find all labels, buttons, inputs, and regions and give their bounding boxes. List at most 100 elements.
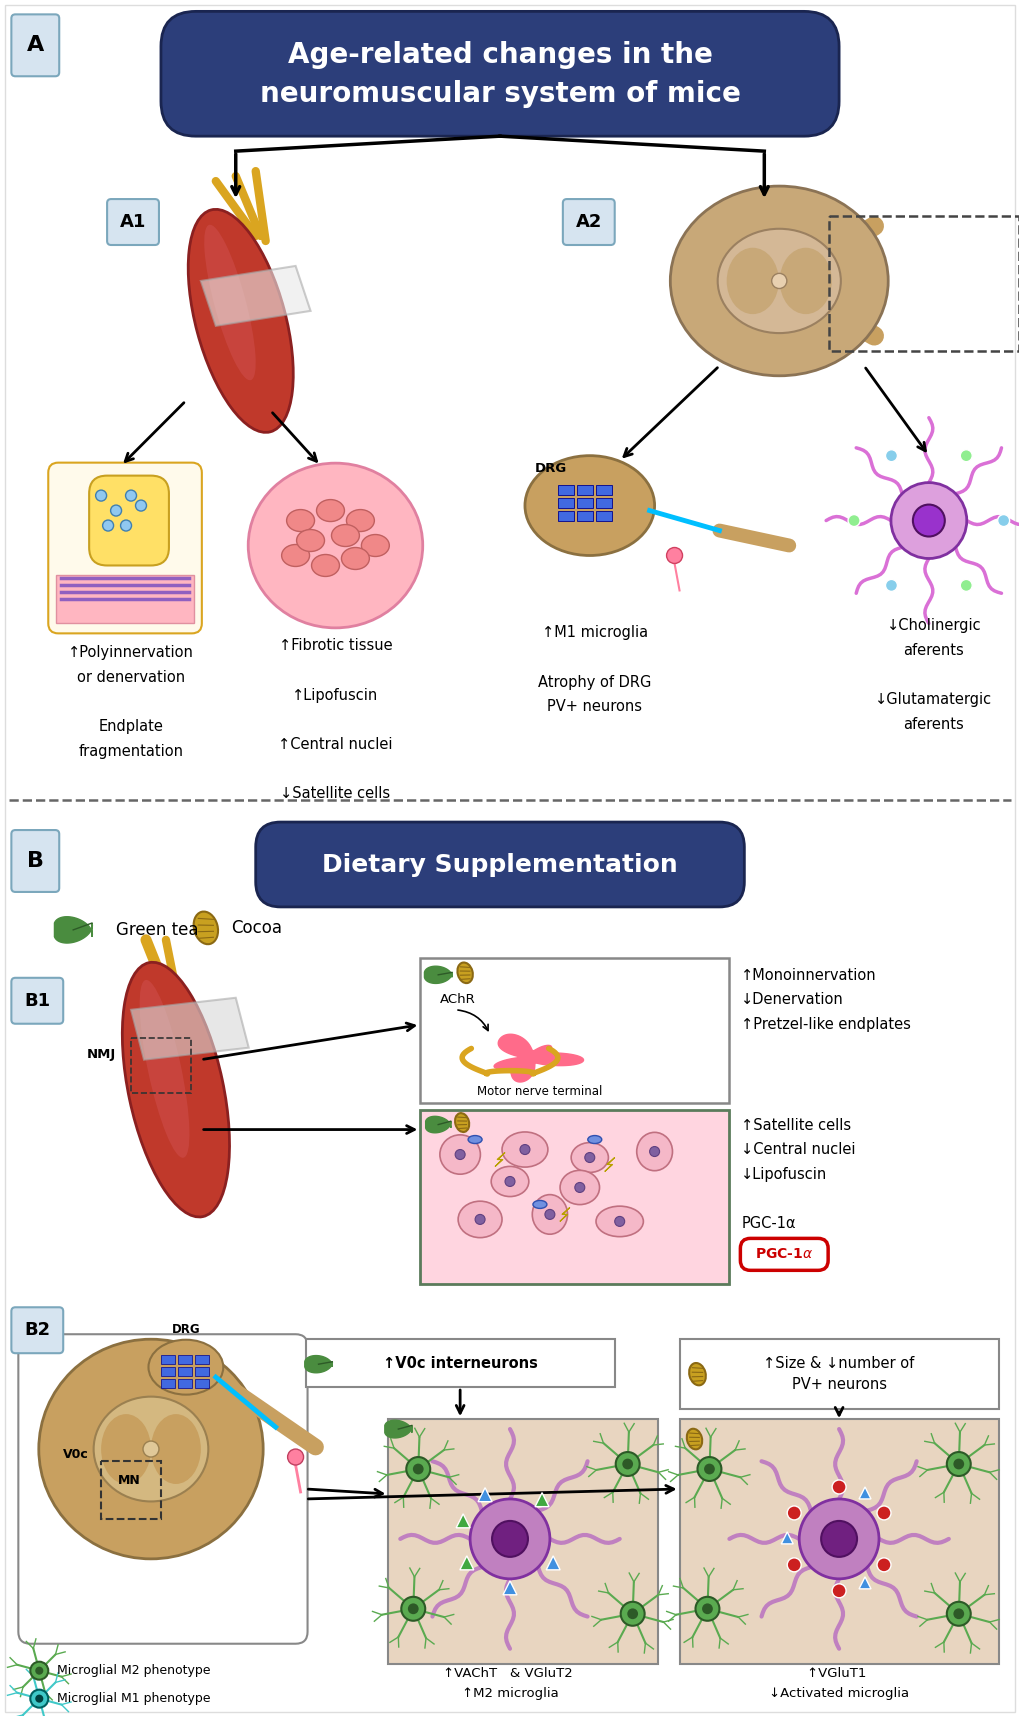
Text: B1: B1 [24, 992, 50, 1010]
Ellipse shape [297, 529, 324, 551]
Ellipse shape [248, 464, 422, 628]
Text: ↑VGluT1 
↓Activated microglia: ↑VGluT1 ↓Activated microglia [768, 1667, 908, 1700]
FancyBboxPatch shape [256, 822, 744, 907]
Circle shape [847, 515, 859, 527]
Bar [195, 1379, 209, 1387]
FancyBboxPatch shape [562, 199, 614, 246]
Polygon shape [424, 967, 451, 984]
Circle shape [703, 1463, 714, 1475]
Text: ↑V0c interneurons: ↑V0c interneurons [382, 1356, 537, 1370]
Bar [577, 484, 592, 494]
Polygon shape [535, 1492, 548, 1506]
Circle shape [771, 273, 786, 288]
Bar [420, 958, 729, 1102]
Bar [595, 484, 611, 494]
Circle shape [408, 1604, 418, 1614]
Polygon shape [460, 1556, 474, 1569]
Ellipse shape [39, 1339, 263, 1559]
Circle shape [614, 1216, 624, 1226]
Circle shape [876, 1557, 891, 1571]
Ellipse shape [94, 1396, 208, 1501]
Ellipse shape [587, 1135, 601, 1144]
Ellipse shape [341, 548, 369, 570]
Circle shape [520, 1145, 530, 1154]
Circle shape [959, 579, 971, 591]
Circle shape [622, 1459, 633, 1470]
Text: A1: A1 [119, 213, 146, 232]
Polygon shape [54, 917, 93, 943]
Bar [557, 498, 574, 508]
Bar [557, 484, 574, 494]
Circle shape [36, 1695, 43, 1703]
Circle shape [96, 489, 107, 501]
Polygon shape [494, 1152, 504, 1166]
Circle shape [31, 1662, 48, 1679]
Text: DRG: DRG [171, 1322, 200, 1336]
Ellipse shape [331, 524, 359, 546]
Ellipse shape [281, 544, 309, 567]
Text: A: A [26, 36, 44, 55]
Polygon shape [201, 266, 310, 326]
Circle shape [544, 1209, 554, 1219]
Bar [161, 1379, 174, 1387]
Text: V0c: V0c [63, 1447, 89, 1461]
Polygon shape [478, 1487, 491, 1502]
Circle shape [832, 1583, 845, 1599]
Bar [177, 1367, 192, 1375]
Circle shape [787, 1557, 800, 1571]
Ellipse shape [571, 1142, 607, 1173]
Circle shape [959, 450, 971, 462]
Ellipse shape [468, 1135, 482, 1144]
Ellipse shape [595, 1205, 643, 1236]
FancyBboxPatch shape [11, 14, 59, 76]
Circle shape [36, 1667, 43, 1674]
Bar [177, 1355, 192, 1365]
Circle shape [799, 1499, 878, 1580]
Circle shape [912, 505, 944, 536]
Circle shape [103, 520, 113, 531]
Circle shape [287, 1449, 304, 1465]
Ellipse shape [140, 980, 190, 1157]
Text: Microglial M1 phenotype: Microglial M1 phenotype [57, 1693, 211, 1705]
Ellipse shape [779, 247, 832, 314]
Text: ↑VAChT   & VGluT2 
↑M2 microglia: ↑VAChT & VGluT2 ↑M2 microglia [442, 1667, 577, 1700]
Polygon shape [559, 1207, 570, 1221]
Text: ↓Cholinergic
aferents

↓Glutamatergic
aferents: ↓Cholinergic aferents ↓Glutamatergic afe… [874, 618, 991, 731]
Ellipse shape [439, 1135, 480, 1174]
Ellipse shape [458, 1202, 501, 1238]
FancyBboxPatch shape [161, 12, 839, 136]
Polygon shape [781, 1532, 793, 1544]
Text: B2: B2 [24, 1322, 50, 1339]
Polygon shape [545, 1556, 559, 1569]
FancyBboxPatch shape [48, 462, 202, 634]
Bar [557, 510, 574, 520]
Text: Cocoa: Cocoa [230, 919, 281, 937]
FancyBboxPatch shape [740, 1238, 827, 1271]
Circle shape [666, 548, 682, 563]
Polygon shape [858, 1576, 870, 1588]
Text: Motor nerve terminal: Motor nerve terminal [477, 1085, 602, 1099]
Ellipse shape [189, 209, 293, 433]
Bar [306, 1339, 614, 1387]
Ellipse shape [532, 1200, 546, 1209]
Bar [177, 1379, 192, 1387]
Text: MN: MN [117, 1475, 141, 1487]
Text: PGC-1$\alpha$: PGC-1$\alpha$ [754, 1247, 812, 1262]
Bar [595, 498, 611, 508]
Circle shape [876, 1506, 891, 1520]
Text: ↑Polyinnervation
or denervation

Endplate
fragmentation: ↑Polyinnervation or denervation Endplate… [68, 646, 194, 759]
Polygon shape [384, 1420, 412, 1437]
Bar [420, 1109, 729, 1284]
Polygon shape [130, 998, 249, 1059]
Ellipse shape [286, 510, 314, 532]
Circle shape [946, 1453, 970, 1477]
Polygon shape [502, 1581, 517, 1595]
Bar [56, 575, 194, 623]
Circle shape [701, 1604, 712, 1614]
Circle shape [120, 520, 131, 531]
Bar [195, 1355, 209, 1365]
Polygon shape [604, 1157, 614, 1171]
Ellipse shape [101, 1415, 151, 1483]
Ellipse shape [122, 962, 229, 1217]
Text: AChR: AChR [440, 992, 476, 1006]
